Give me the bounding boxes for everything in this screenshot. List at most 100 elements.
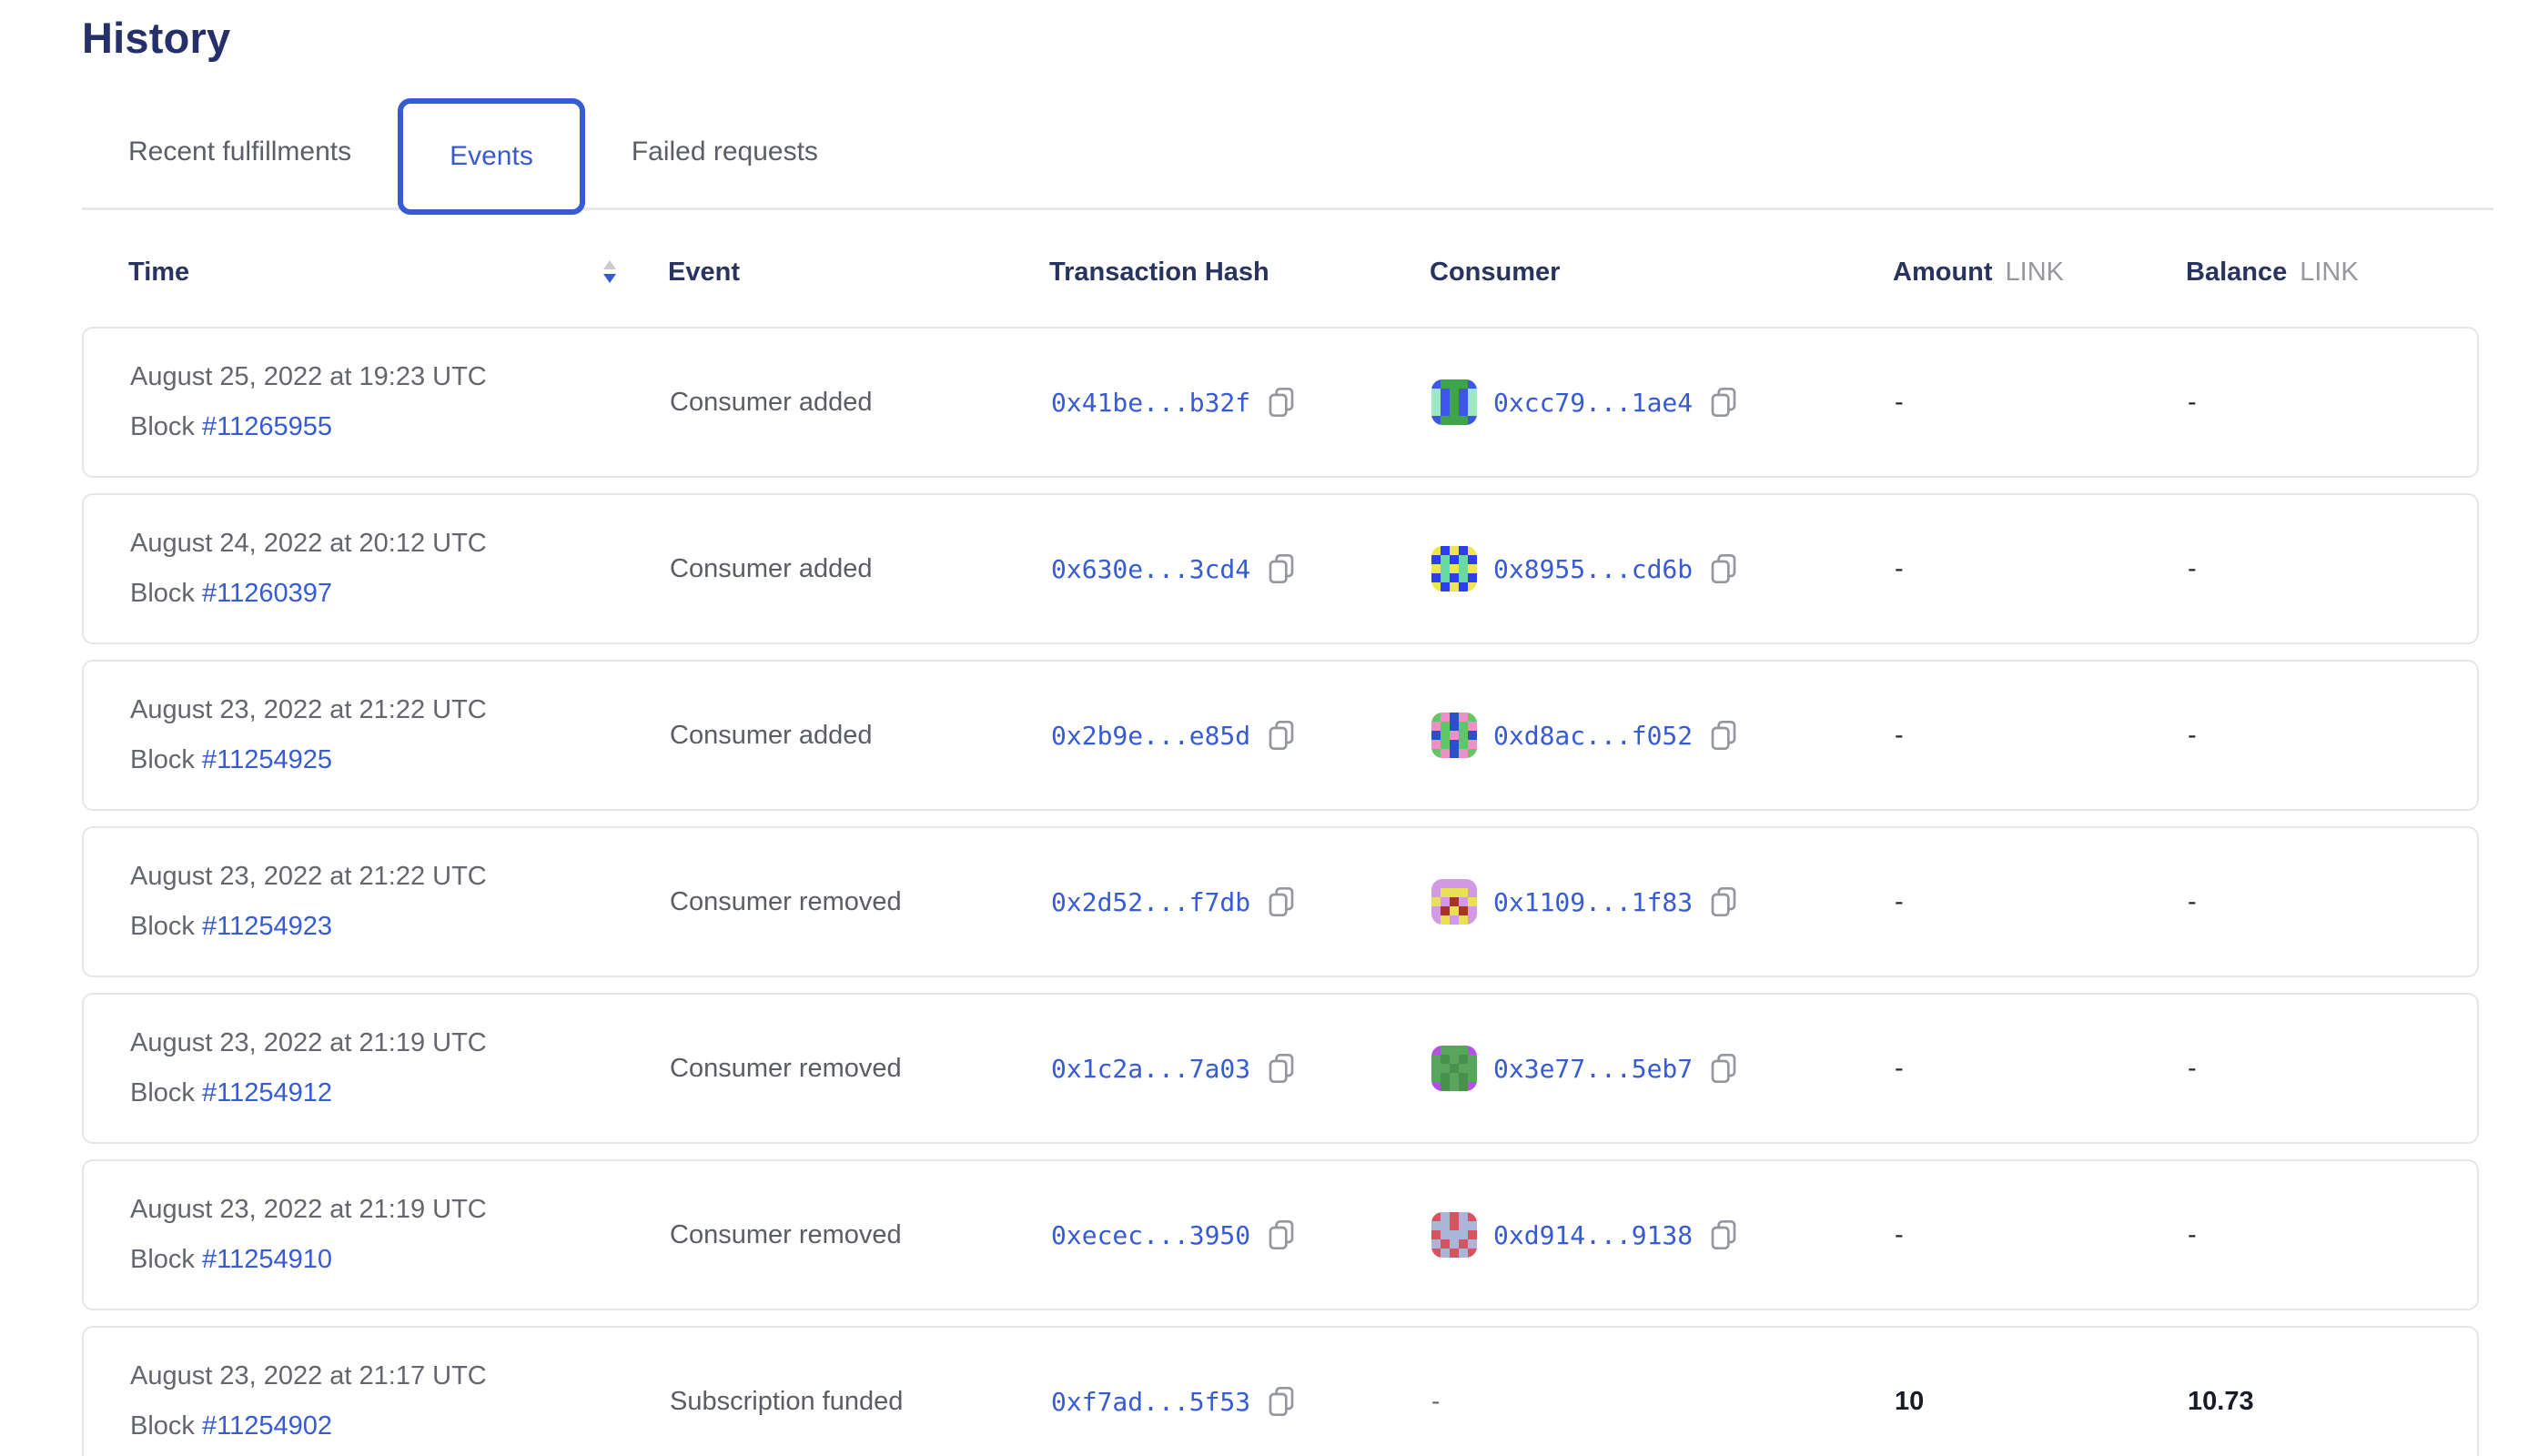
consumer-address-link[interactable]: 0x1109...1f83 (1493, 886, 1694, 917)
column-header-event-label: Event (668, 257, 740, 287)
table-row: August 23, 2022 at 21:19 UTC Block #1125… (82, 993, 2479, 1144)
event-timestamp: August 23, 2022 at 21:22 UTC (130, 862, 487, 891)
transaction-hash-link[interactable]: 0xecec...3950 (1051, 1219, 1251, 1250)
amount-value: - (1895, 886, 1904, 916)
amount-value: - (1895, 387, 1904, 417)
balance-value: - (2188, 1053, 2197, 1083)
event-timestamp: August 23, 2022 at 21:17 UTC (130, 1361, 487, 1390)
transaction-hash-cell: 0x630e...3cd4 (1051, 552, 1431, 585)
consumer-address-link[interactable]: 0xd8ac...f052 (1493, 720, 1694, 751)
column-header-consumer: Consumer (1430, 258, 1893, 288)
tab-recent-fulfillments[interactable]: Recent fulfillments (82, 96, 398, 207)
transaction-hash-link[interactable]: 0x2d52...f7db (1051, 886, 1251, 917)
tx-copy-button[interactable] (1267, 386, 1296, 419)
transaction-hash-cell: 0x2d52...f7db (1051, 885, 1431, 918)
consumer-address-link: - (1431, 1387, 1441, 1415)
transaction-hash-link[interactable]: 0x1c2a...7a03 (1051, 1053, 1251, 1084)
block-line: Block #11260397 (130, 579, 670, 609)
block-number-link[interactable]: #11254923 (201, 912, 332, 941)
block-prefix-label: Block (130, 1245, 195, 1274)
transaction-hash-link[interactable]: 0xf7ad...5f53 (1051, 1386, 1251, 1417)
consumer-address-link[interactable]: 0xcc79...1ae4 (1493, 387, 1694, 418)
consumer-address-link[interactable]: 0x3e77...5eb7 (1493, 1053, 1694, 1084)
amount-value: - (1895, 1219, 1904, 1249)
consumer-copy-button[interactable] (1709, 1218, 1738, 1251)
tab-label: Failed requests (631, 136, 818, 167)
tx-copy-button[interactable] (1267, 1218, 1296, 1251)
block-prefix-label: Block (130, 745, 195, 774)
consumer-identicon-icon (1431, 879, 1477, 925)
column-header-time-label: Time (128, 257, 190, 287)
table-row: August 25, 2022 at 19:23 UTC Block #1126… (82, 327, 2479, 478)
time-cell: August 24, 2022 at 20:12 UTC Block #1126… (130, 529, 670, 609)
table-row: August 24, 2022 at 20:12 UTC Block #1126… (82, 493, 2479, 644)
block-number-link[interactable]: #11254902 (201, 1411, 332, 1441)
block-line: Block #11265955 (130, 412, 670, 442)
event-type-label: Consumer added (670, 553, 873, 583)
event-cell: Consumer removed (670, 1054, 1051, 1084)
event-timestamp: August 25, 2022 at 19:23 UTC (130, 362, 487, 391)
consumer-address-link[interactable]: 0xd914...9138 (1493, 1219, 1694, 1250)
consumer-address-link[interactable]: 0x8955...cd6b (1493, 553, 1694, 584)
tx-copy-button[interactable] (1267, 552, 1296, 585)
event-type-label: Consumer added (670, 387, 873, 417)
tx-copy-button[interactable] (1267, 1385, 1296, 1418)
column-header-balance-label: Balance (2186, 257, 2288, 287)
tx-copy-button[interactable] (1267, 719, 1296, 752)
tab-events[interactable]: Events (398, 98, 585, 215)
consumer-identicon-icon (1431, 1046, 1477, 1091)
time-cell: August 23, 2022 at 21:22 UTC Block #1125… (130, 862, 670, 942)
transaction-hash-link[interactable]: 0x41be...b32f (1051, 387, 1251, 418)
event-cell: Consumer added (670, 721, 1051, 751)
block-prefix-label: Block (130, 1078, 195, 1107)
column-header-transaction-hash: Transaction Hash (1049, 258, 1430, 288)
consumer-cell: 0xcc79...1ae4 (1431, 379, 1895, 425)
column-header-time[interactable]: Time (128, 258, 668, 288)
block-prefix-label: Block (130, 1411, 195, 1441)
block-number-link[interactable]: #11260397 (201, 579, 332, 608)
sort-descending-icon (602, 260, 617, 284)
transaction-hash-link[interactable]: 0x630e...3cd4 (1051, 553, 1251, 584)
time-cell: August 23, 2022 at 21:17 UTC Block #1125… (130, 1361, 670, 1441)
block-number-link[interactable]: #11254925 (201, 745, 332, 774)
tx-copy-button[interactable] (1267, 885, 1296, 918)
amount-value: 10 (1895, 1386, 1925, 1416)
column-header-balance: Balance LINK (2186, 258, 2479, 288)
tx-copy-button[interactable] (1267, 1052, 1296, 1085)
consumer-copy-button[interactable] (1709, 1052, 1738, 1085)
consumer-identicon-icon (1431, 379, 1477, 425)
block-number-link[interactable]: #11265955 (201, 412, 332, 441)
events-table-body: August 25, 2022 at 19:23 UTC Block #1126… (82, 327, 2528, 1456)
event-cell: Consumer removed (670, 1220, 1051, 1250)
consumer-cell: 0xd8ac...f052 (1431, 713, 1895, 758)
consumer-identicon-icon (1431, 546, 1477, 592)
transaction-hash-cell: 0xf7ad...5f53 (1051, 1385, 1431, 1418)
consumer-cell: 0x1109...1f83 (1431, 879, 1895, 925)
consumer-identicon-icon (1431, 1212, 1477, 1258)
transaction-hash-link[interactable]: 0x2b9e...e85d (1051, 720, 1251, 751)
event-cell: Consumer removed (670, 887, 1051, 917)
block-number-link[interactable]: #11254912 (201, 1078, 332, 1107)
event-cell: Consumer added (670, 554, 1051, 584)
consumer-copy-button[interactable] (1709, 386, 1738, 419)
amount-unit-label: LINK (2005, 257, 2065, 287)
block-line: Block #11254925 (130, 745, 670, 775)
column-header-amount: Amount LINK (1893, 258, 2186, 288)
amount-value: - (1895, 720, 1904, 750)
column-header-event: Event (668, 258, 1049, 288)
history-tabs: Recent fulfillments Events Failed reques… (82, 96, 2493, 215)
balance-value: - (2188, 553, 2197, 583)
block-prefix-label: Block (130, 912, 195, 941)
time-cell: August 23, 2022 at 21:19 UTC Block #1125… (130, 1195, 670, 1275)
transaction-hash-cell: 0x2b9e...e85d (1051, 719, 1431, 752)
consumer-copy-button[interactable] (1709, 719, 1738, 752)
block-number-link[interactable]: #11254910 (201, 1245, 332, 1274)
tab-failed-requests[interactable]: Failed requests (585, 96, 865, 207)
balance-value: - (2188, 886, 2197, 916)
consumer-copy-button[interactable] (1709, 885, 1738, 918)
transaction-hash-cell: 0xecec...3950 (1051, 1218, 1431, 1251)
table-row: August 23, 2022 at 21:17 UTC Block #1125… (82, 1326, 2479, 1456)
consumer-copy-button[interactable] (1709, 552, 1738, 585)
consumer-cell: 0x8955...cd6b (1431, 546, 1895, 592)
